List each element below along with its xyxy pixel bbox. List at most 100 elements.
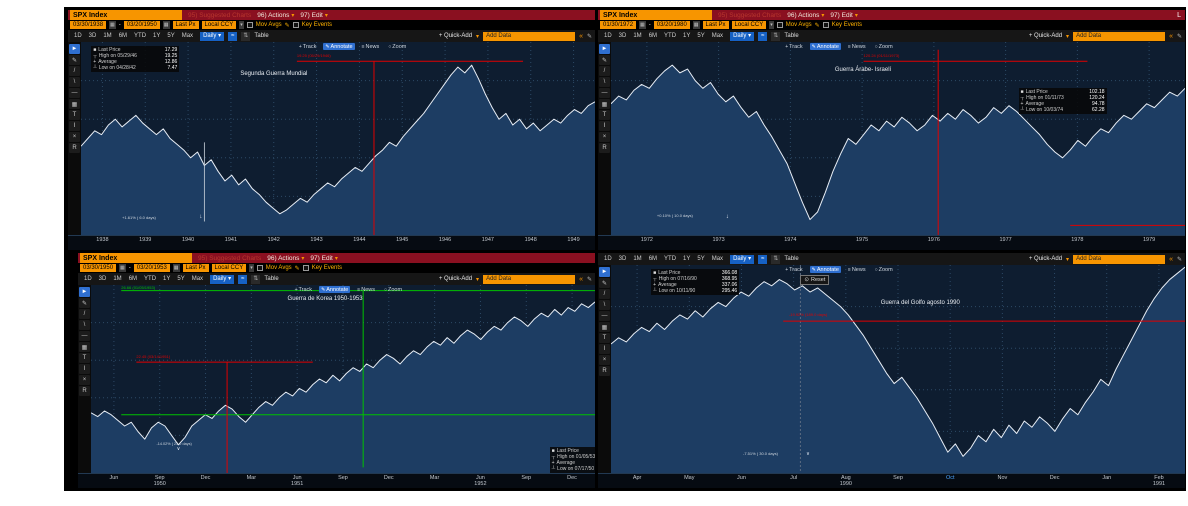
date-from-field[interactable]: 03/30/1938 — [70, 21, 107, 29]
mov-avgs-checkbox[interactable] — [776, 22, 783, 28]
period-tab[interactable]: 1Y — [163, 276, 171, 282]
mov-avgs-checkbox[interactable] — [256, 265, 263, 271]
period-tab[interactable]: 5Y — [697, 33, 705, 39]
pencil-draw-icon[interactable]: ✎ — [79, 298, 90, 308]
period-tab[interactable]: 1D — [84, 276, 92, 282]
chart-type-button[interactable]: ≈ — [228, 31, 238, 41]
period-tab[interactable]: 1D — [74, 33, 82, 39]
compare-button[interactable]: ⇅ — [771, 254, 781, 264]
pointer-icon[interactable]: ► — [599, 44, 610, 54]
period-tab[interactable]: 1Y — [153, 33, 161, 39]
period-tab[interactable]: Max — [711, 33, 724, 39]
pointer-icon[interactable]: ► — [79, 287, 90, 297]
period-tab[interactable]: YTD — [664, 256, 677, 262]
cursor-icon[interactable]: I — [69, 121, 80, 131]
trendline-icon[interactable]: / — [599, 66, 610, 76]
collapse-icon[interactable]: « — [579, 32, 583, 40]
news-toggle[interactable]: ≡ News — [847, 266, 866, 273]
period-tab[interactable]: 5Y — [697, 256, 705, 262]
calendar-icon[interactable]: ▦ — [172, 264, 180, 272]
delete-icon[interactable]: × — [69, 132, 80, 142]
delete-icon[interactable]: × — [79, 375, 90, 385]
quick-add-button[interactable]: + Quick-Add — [1028, 256, 1063, 262]
suggested-charts-button[interactable]: 95) Suggested Charts — [718, 11, 782, 19]
track-toggle[interactable]: + Track — [294, 286, 313, 293]
cursor-icon[interactable]: I — [599, 344, 610, 354]
calendar-icon[interactable]: ▦ — [692, 21, 700, 29]
ticker-box[interactable]: SPX Index — [600, 10, 712, 20]
compare-button[interactable]: ⇅ — [251, 274, 261, 284]
pencil-draw-icon[interactable]: ✎ — [599, 55, 610, 65]
period-tab[interactable]: 5Y — [177, 276, 185, 282]
date-from-field[interactable]: 03/30/1950 — [80, 264, 117, 272]
ray-line-icon[interactable]: \ — [79, 320, 90, 330]
news-toggle[interactable]: ≡ News — [847, 43, 866, 50]
r-badge-icon[interactable]: R — [599, 366, 610, 376]
cursor-icon[interactable]: I — [79, 364, 90, 374]
price-field-select[interactable]: Last Px — [172, 21, 199, 29]
text-annotation-icon[interactable]: T — [599, 333, 610, 343]
price-chart[interactable] — [611, 265, 1185, 473]
annotate-toggle[interactable]: ✎ Annotate — [319, 286, 351, 293]
period-tab[interactable]: 3D — [88, 33, 97, 39]
actions-menu[interactable]: 96) Actions ▾ — [787, 11, 825, 19]
news-toggle[interactable]: ≡ News — [357, 286, 375, 293]
trendline-icon[interactable]: / — [599, 289, 610, 299]
chart-area[interactable]: ↓ 19.25 (05/29/1946) +1.61% ( 6.0 days) Seg… — [81, 42, 595, 235]
add-data-input[interactable]: Add Data — [483, 31, 576, 41]
pencil-icon[interactable]: ✎ — [814, 22, 820, 29]
annotate-toggle[interactable]: ✎ Annotate — [323, 43, 355, 50]
quick-add-button[interactable]: + Quick-Add — [438, 33, 473, 39]
calendar-icon[interactable]: ▦ — [109, 21, 116, 29]
key-events-checkbox[interactable] — [292, 22, 299, 28]
period-tab[interactable]: 6M — [128, 276, 138, 282]
currency-select[interactable]: Local CCY — [731, 21, 767, 29]
collapse-icon[interactable]: « — [1169, 255, 1173, 263]
frequency-select[interactable]: Daily ▾ — [730, 31, 755, 41]
period-tab[interactable]: Max — [191, 276, 204, 282]
horizontal-line-icon[interactable]: — — [599, 311, 610, 321]
table-button[interactable]: Table — [254, 33, 269, 39]
period-tab[interactable]: YTD — [664, 33, 677, 39]
price-chart[interactable] — [611, 42, 1185, 235]
period-tab[interactable]: 3D — [618, 256, 627, 262]
delete-icon[interactable]: × — [599, 132, 610, 142]
pointer-icon[interactable]: ► — [69, 44, 80, 54]
collapse-icon[interactable]: « — [579, 275, 583, 283]
reset-button[interactable]: ⊙ Reset — [800, 275, 830, 285]
grid-icon[interactable]: ▦ — [79, 342, 90, 352]
calendar-icon[interactable]: ▦ — [119, 264, 126, 272]
period-tab[interactable]: 5Y — [167, 33, 175, 39]
frequency-select[interactable]: Daily ▾ — [730, 254, 755, 264]
period-tab[interactable]: 1M — [103, 33, 112, 39]
r-badge-icon[interactable]: R — [79, 386, 90, 396]
news-toggle[interactable]: ≡ News — [361, 43, 380, 50]
actions-menu[interactable]: 96) Actions ▾ — [257, 11, 295, 19]
period-tab[interactable]: 1Y — [683, 256, 691, 262]
compare-button[interactable]: ⇅ — [771, 31, 781, 41]
price-chart[interactable] — [91, 285, 595, 473]
period-tab[interactable]: 6M — [648, 33, 658, 39]
grid-icon[interactable]: ▦ — [599, 322, 610, 332]
table-button[interactable]: Table — [784, 33, 799, 39]
period-tab[interactable]: YTD — [134, 33, 147, 39]
trendline-icon[interactable]: / — [69, 66, 80, 76]
edit-menu[interactable]: 97) Edit ▾ — [310, 254, 338, 262]
price-field-select[interactable]: Last Px — [182, 264, 209, 272]
ray-line-icon[interactable]: \ — [599, 300, 610, 310]
date-from-field[interactable]: 01/30/1972 — [600, 21, 637, 29]
chart-type-button[interactable]: ≈ — [758, 254, 768, 264]
chart-area[interactable]: 26.66 (01/05/1953) 22.45 (03/14/1951) -14.… — [91, 285, 595, 473]
track-toggle[interactable]: + Track — [785, 43, 803, 50]
horizontal-line-icon[interactable]: — — [599, 88, 610, 98]
pointer-icon[interactable]: ► — [599, 267, 610, 277]
horizontal-line-icon[interactable]: — — [69, 88, 80, 98]
pencil-icon[interactable]: ✎ — [284, 22, 290, 29]
table-button[interactable]: Table — [784, 256, 799, 262]
edit-pencil-icon[interactable]: ✎ — [1176, 256, 1182, 263]
track-toggle[interactable]: + Track — [298, 43, 317, 50]
zoom-toggle[interactable]: ○ Zoom — [874, 43, 893, 50]
pencil-draw-icon[interactable]: ✎ — [599, 278, 610, 288]
frequency-select[interactable]: Daily ▾ — [200, 31, 225, 41]
date-to-field[interactable]: 03/20/1980 — [653, 21, 690, 29]
